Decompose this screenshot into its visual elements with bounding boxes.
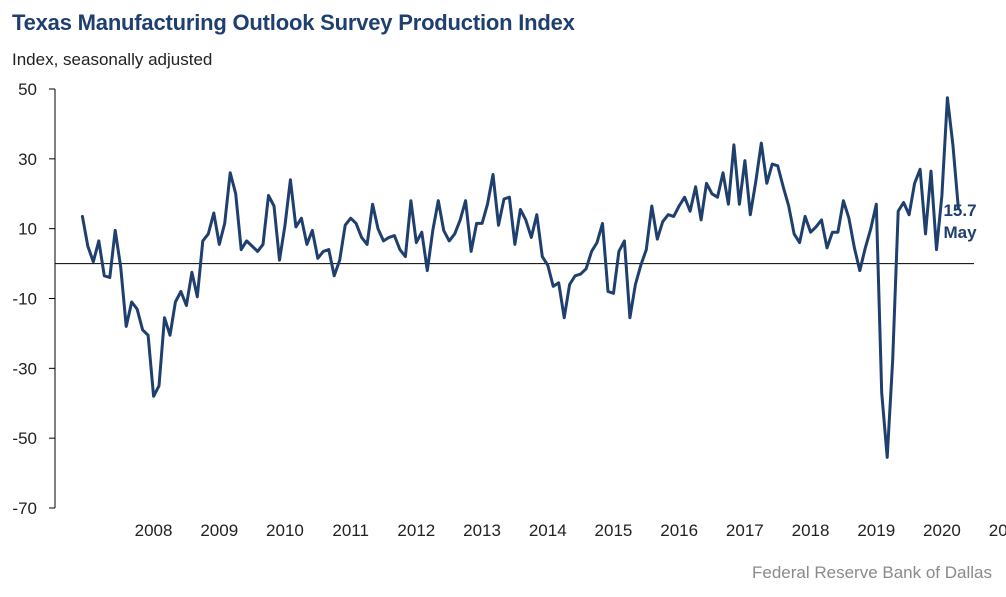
x-tick-label: 2016 [660,521,698,540]
x-tick-label: 2015 [595,521,633,540]
x-tick-label: 2008 [135,521,173,540]
y-tick-label: -70 [12,499,37,518]
x-tick-label: 2017 [726,521,764,540]
x-tick-label: 2020 [923,521,961,540]
y-tick-label: -50 [12,429,37,448]
x-tick-label: 2012 [397,521,435,540]
production-index-line [80,96,960,459]
chart-subtitle: Index, seasonally adjusted [12,50,213,69]
x-tick-label: 2018 [792,521,830,540]
y-tick-label: 50 [18,80,37,99]
x-tick-label: 2019 [857,521,895,540]
latest-value-label: 15.7 [943,201,976,220]
source-note: Federal Reserve Bank of Dallas [751,563,992,582]
y-tick-label: 30 [18,150,37,169]
x-tick-label: 2010 [266,521,304,540]
x-tick-label: 2011 [332,521,369,540]
y-tick-label: -30 [12,359,37,378]
chart-title: Texas Manufacturing Outlook Survey Produ… [12,10,575,35]
x-tick-label: 2013 [463,521,501,540]
x-tick-label: 2014 [529,521,567,540]
latest-month-label: May [943,223,977,242]
x-tick-label: 2009 [200,521,238,540]
y-tick-label: -10 [12,290,37,309]
x-tick-label: 2021 [989,521,1006,540]
y-tick-label: 10 [18,220,37,239]
